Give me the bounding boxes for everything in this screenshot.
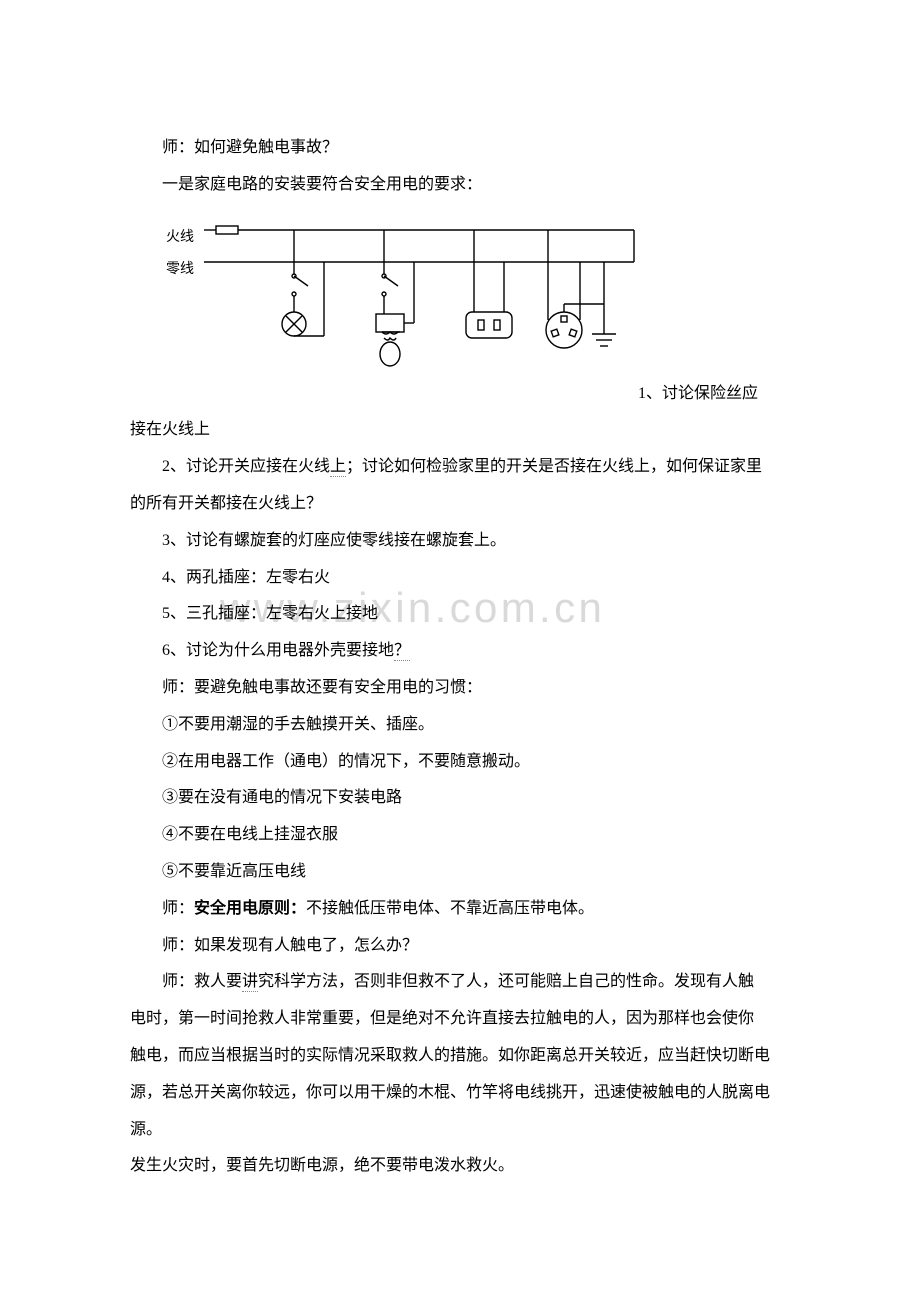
para-rescue2: 电时，第一时间抢救人非常重要，但是绝对不允许直接去拉触电的人，因为那样也会使你 [130, 1001, 810, 1038]
para-item2: 2、讨论开关应接在火线上；讨论如何检验家里的开关是否接在火线上，如何保证家里 [130, 449, 810, 486]
para-rescue5: 源。 [130, 1112, 810, 1149]
circuit-svg [174, 216, 644, 376]
para-h1: ①不要用潮湿的手去触摸开关、插座。 [130, 707, 810, 744]
para-teacher-q1: 师：如何避免触电事故？ [130, 130, 810, 167]
principle-a: 师： [162, 900, 194, 917]
r1-u: 讲 [242, 973, 258, 992]
r1-a: 师：救人要 [162, 973, 242, 990]
para-rescue1: 师：救人要讲究科学方法，否则非但救不了人，还可能赔上自己的性命。发现有人触 [130, 964, 810, 1001]
content-body: 师：如何避免触电事故？ 一是家庭电路的安装要符合安全用电的要求： 火线 零线 [130, 130, 810, 1185]
principle-bold: 安全用电原则： [194, 900, 306, 917]
para-item6: 6、讨论为什么用电器外壳要接地？ [130, 633, 810, 670]
para-h4: ④不要在电线上挂湿衣服 [130, 817, 810, 854]
item6-q: ？ [394, 642, 410, 661]
para-item2c: 的所有开关都接在火线上？ [130, 486, 810, 523]
para-h2: ②在用电器工作（通电）的情况下，不要随意搬动。 [130, 744, 810, 781]
item2-under: 上 [330, 458, 346, 477]
circuit-diagram: 火线 零线 [174, 216, 810, 376]
para-h5: ⑤不要靠近高压电线 [130, 854, 810, 891]
para-rescue3: 触电，而应当根据当时的实际情况采取救人的措施。如你距离总开关较近，应当赶快切断电 [130, 1038, 810, 1075]
para-h3: ③要在没有通电的情况下安装电路 [130, 780, 810, 817]
para-intro: 一是家庭电路的安装要符合安全用电的要求： [130, 167, 810, 204]
para-item1b: 接在火线上 [130, 412, 810, 449]
para-item1: 1、讨论保险丝应 [130, 376, 810, 413]
item6-a: 6、讨论为什么用电器外壳要接地 [162, 642, 394, 659]
para-item5: 5、三孔插座：左零右火上接地 [130, 596, 810, 633]
para-fire: 发生火灾时，要首先切断电源，绝不要带电泼水救火。 [130, 1148, 810, 1185]
principle-c: 不接触低压带电体、不靠近高压带电体。 [306, 900, 594, 917]
para-item3: 3、讨论有螺旋套的灯座应使零线接在螺旋套上。 [130, 523, 810, 560]
r1-b: 究科学方法，否则非但救不了人，还可能赔上自己的性命。发现有人触 [258, 973, 754, 990]
para-rescue4: 源，若总开关离你较远，你可以用干燥的木棍、竹竿将电线挑开，迅速使被触电的人脱离电 [130, 1075, 810, 1112]
item2-a: 2、讨论开关应接在火线 [162, 458, 330, 475]
para-habits-intro: 师：要避免触电事故还要有安全用电的习惯： [130, 670, 810, 707]
item2-b: ；讨论如何检验家里的开关是否接在火线上，如何保证家里 [346, 458, 762, 475]
label-neutral-line: 零线 [166, 254, 194, 286]
para-item4: 4、两孔插座：左零右火 [130, 560, 810, 597]
document-page: www.zixin.com.cn 师：如何避免触电事故？ 一是家庭电路的安装要符… [0, 0, 920, 1285]
para-principle: 师：安全用电原则：不接触低压带电体、不靠近高压带电体。 [130, 891, 810, 928]
para-q-rescue: 师：如果发现有人触电了，怎么办？ [130, 928, 810, 965]
label-fire-line: 火线 [166, 222, 194, 254]
item1-inline: 1、讨论保险丝应 [638, 376, 758, 413]
